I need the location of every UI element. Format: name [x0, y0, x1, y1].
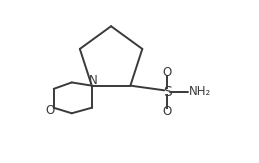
Text: O: O [45, 104, 54, 117]
Text: O: O [163, 105, 172, 118]
Text: S: S [163, 85, 171, 99]
Text: N: N [89, 74, 97, 87]
Text: O: O [163, 66, 172, 79]
Text: NH₂: NH₂ [189, 85, 211, 98]
